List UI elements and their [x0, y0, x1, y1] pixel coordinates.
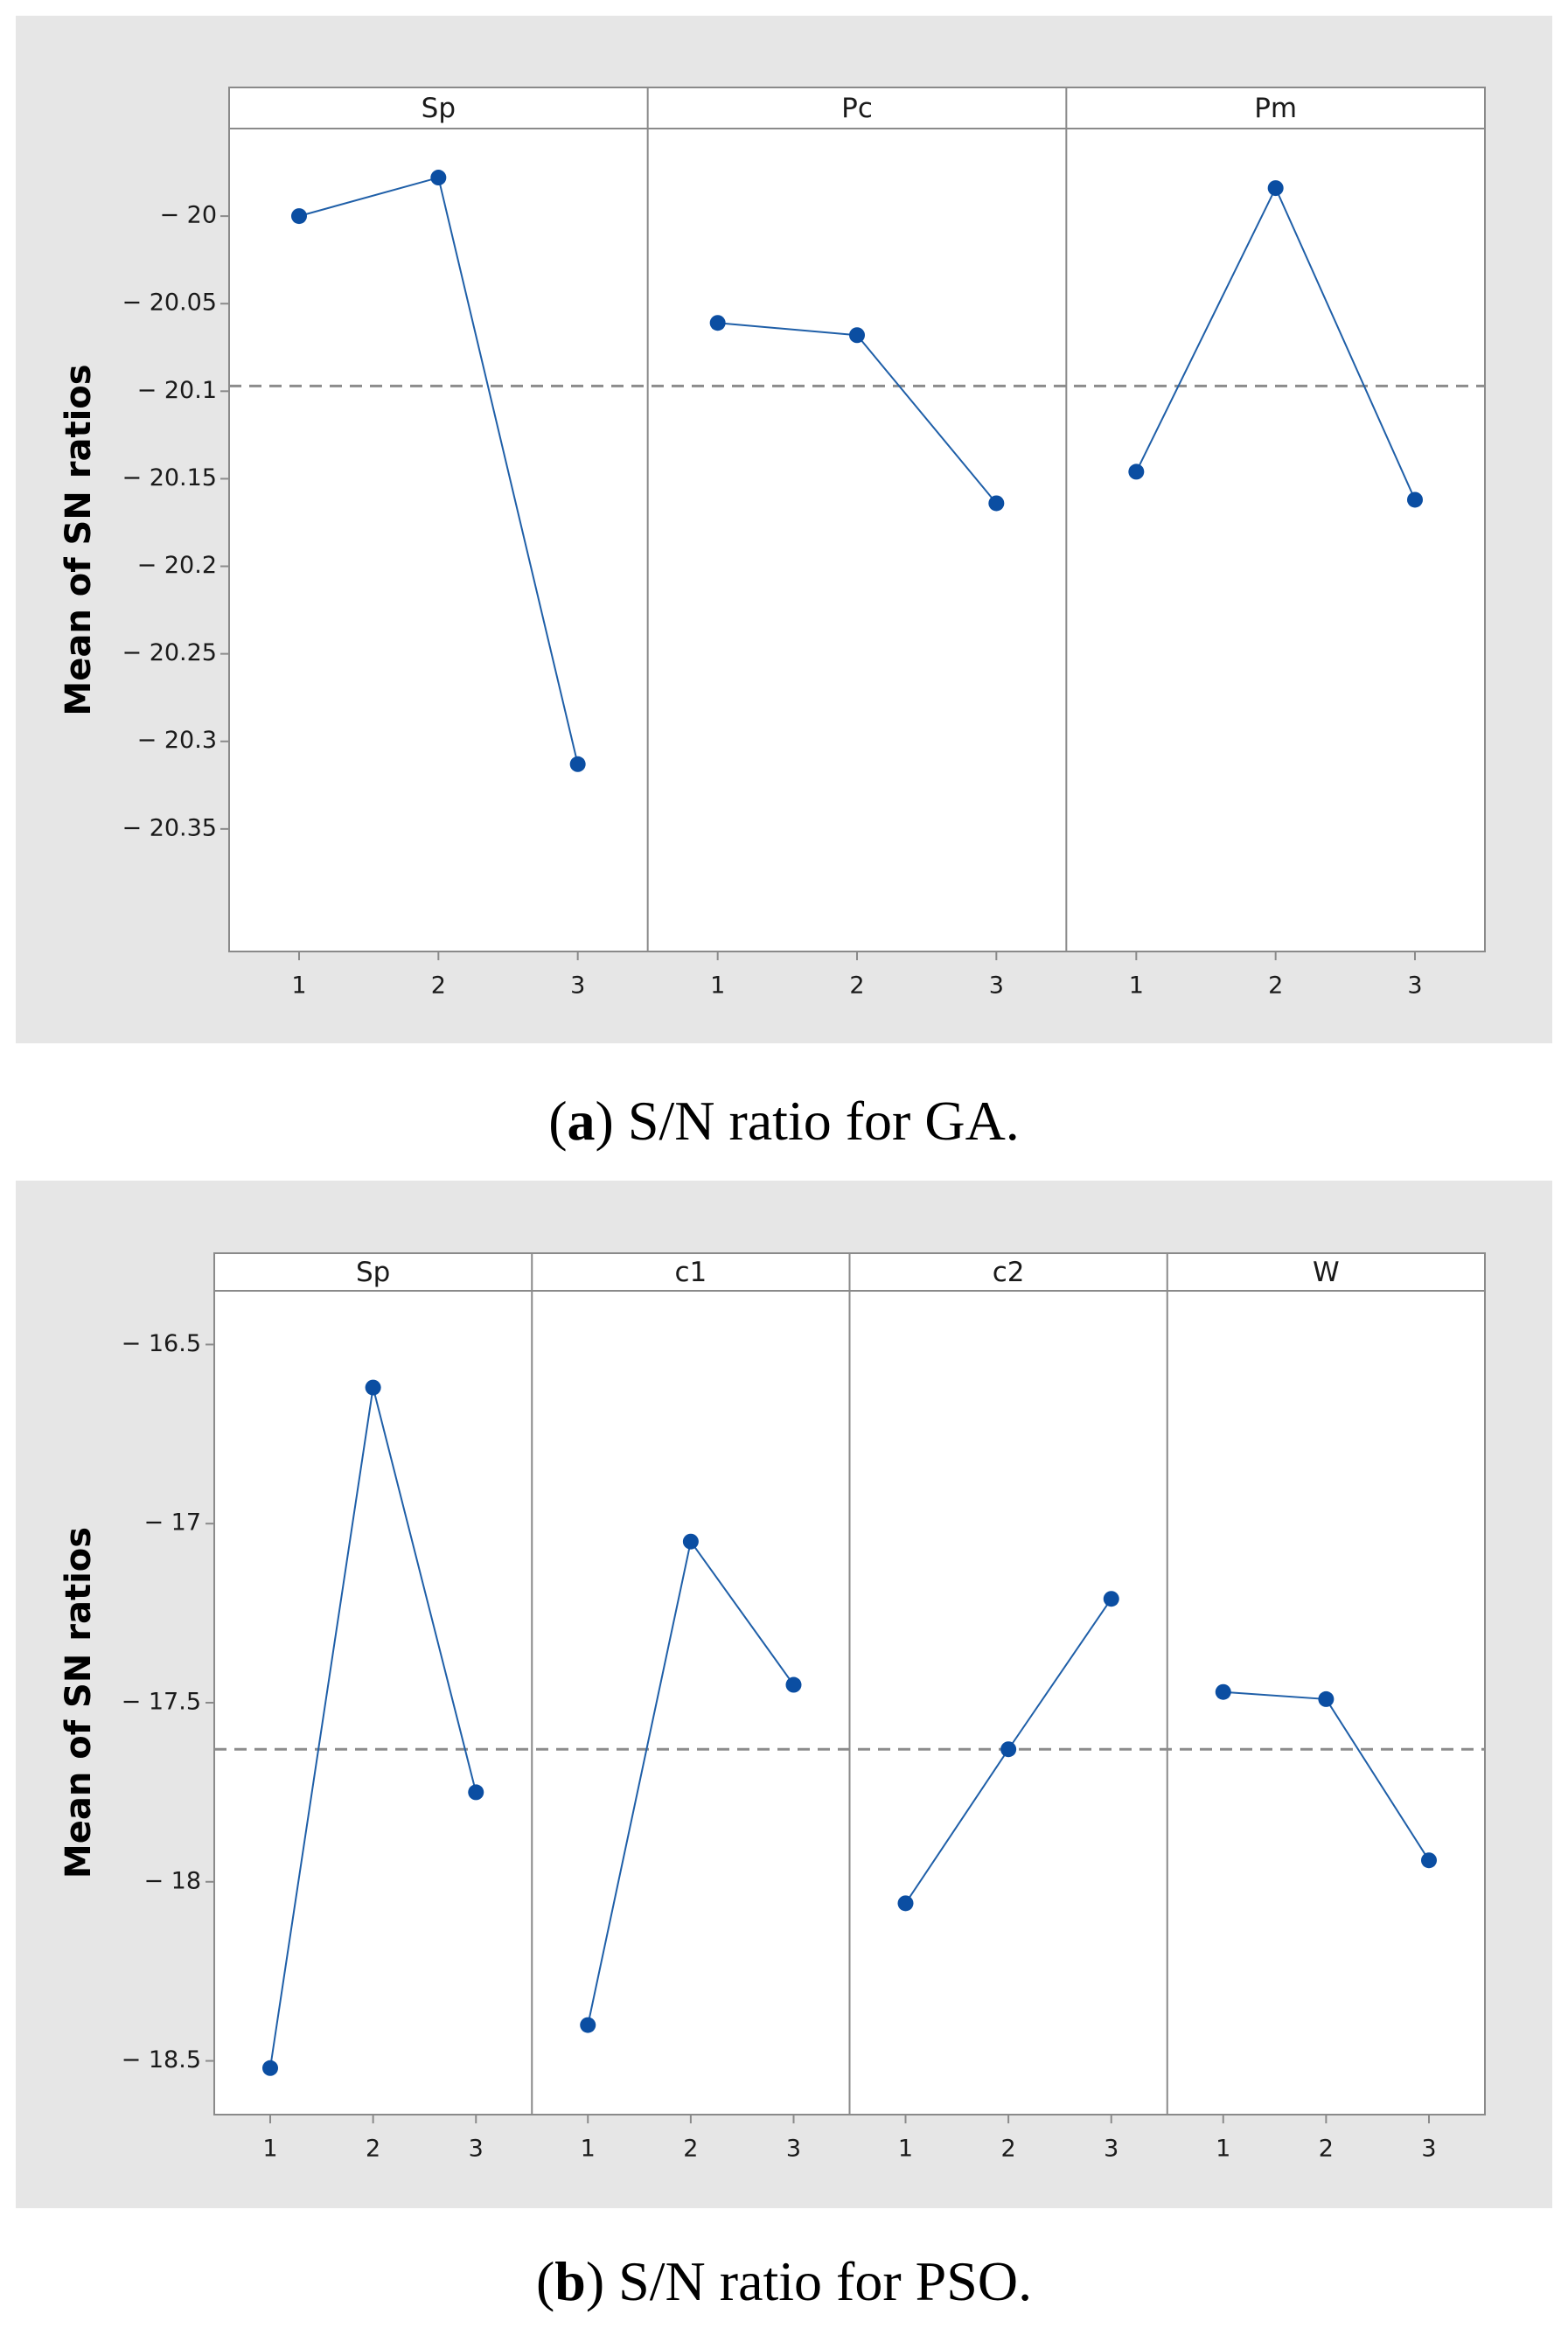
ga-data-point: [291, 208, 307, 225]
pso-panel-header-w: W: [1313, 1257, 1340, 1288]
ga-plot-area: [229, 87, 1485, 951]
ga-y-tick-label: − 20.2: [137, 552, 217, 579]
ga-y-axis-label: Mean of SN ratios: [59, 364, 99, 715]
caption-ga: (a) S/N ratio for GA.: [548, 1090, 1020, 1152]
ga-panel-header-pc: Pc: [841, 93, 873, 124]
caption-pso-text: ) S/N ratio for PSO.: [585, 2250, 1033, 2312]
pso-x-tick-label: 2: [1319, 2136, 1334, 2163]
ga-plot-frame: [228, 87, 1486, 952]
pso-panel-header-c1: c1: [674, 1257, 707, 1288]
ga-x-tick-label: 2: [431, 972, 446, 1000]
pso-x-tick-label: 1: [262, 2136, 277, 2163]
pso-data-point: [468, 1784, 484, 1801]
chart-pso-sn-ratio: Mean of SN ratios − 16.5 − 17 − 17.5 − 18 − 1…: [16, 1181, 1552, 2208]
ga-y-tick-label: − 20.1: [137, 377, 217, 404]
ga-data-point: [569, 756, 586, 772]
ga-x-tick-label: 1: [710, 972, 725, 1000]
pso-data-point: [1318, 1690, 1335, 1707]
pso-x-tick-label: 2: [683, 2136, 698, 2163]
ga-data-point: [849, 327, 865, 344]
pso-panel-header-c2: c2: [993, 1257, 1025, 1288]
pso-data-point: [1000, 1741, 1017, 1758]
pso-data-point: [365, 1379, 381, 1396]
pso-x-tick-label: 2: [1001, 2136, 1016, 2163]
ga-data-point: [1128, 464, 1145, 480]
pso-y-tick-label: − 18.5: [122, 2046, 201, 2074]
pso-x-tick-label: 3: [786, 2136, 801, 2163]
pso-x-tick-label: 1: [898, 2136, 913, 2163]
ga-data-point: [1267, 180, 1284, 197]
ga-x-tick-label: 1: [1129, 972, 1144, 1000]
caption-ga-label: a: [567, 1090, 596, 1152]
ga-y-tick-label: − 20.25: [122, 639, 217, 666]
ga-x-tick-label: 3: [570, 972, 585, 1000]
pso-data-point: [1421, 1852, 1437, 1869]
ga-x-tick-label: 3: [1407, 972, 1422, 1000]
pso-x-tick-label: 2: [366, 2136, 380, 2163]
pso-x-tick-label: 1: [581, 2136, 596, 2163]
pso-data-point: [897, 1895, 914, 1912]
ga-x-tick-label: 2: [1268, 972, 1283, 1000]
ga-y-tick-label: − 20.35: [122, 814, 217, 841]
ga-panel-header-sp: Sp: [422, 93, 456, 124]
ga-panel-header-pm: Pm: [1254, 93, 1297, 124]
pso-y-tick-label: − 16.5: [122, 1330, 201, 1357]
pso-data-point: [580, 2017, 596, 2033]
pso-y-tick-label: − 18: [143, 1867, 201, 1894]
caption-pso-label: b: [554, 2250, 586, 2312]
ga-y-tick-label: − 20.3: [137, 727, 217, 754]
caption-pso: (b) S/N ratio for PSO.: [535, 2250, 1033, 2312]
pso-y-tick-label: − 17: [143, 1509, 201, 1537]
pso-x-tick-label: 1: [1216, 2136, 1230, 2163]
pso-data-point: [682, 1533, 699, 1550]
pso-x-tick-label: 3: [1104, 2136, 1119, 2163]
ga-data-point: [1407, 491, 1423, 508]
pso-data-point: [1103, 1591, 1119, 1607]
ga-x-tick-label: 2: [849, 972, 864, 1000]
caption-ga-text: ) S/N ratio for GA.: [595, 1090, 1020, 1152]
pso-y-tick-label: − 17.5: [122, 1689, 201, 1716]
chart-ga-sn-ratio: Mean of SN ratios − 20 − 20.05 − 20.1 − 20.1…: [16, 16, 1552, 1043]
pso-x-tick-label: 3: [469, 2136, 484, 2163]
ga-x-tick-label: 3: [989, 972, 1004, 1000]
pso-x-tick-label: 3: [1421, 2136, 1436, 2163]
pso-panel-header-sp: Sp: [356, 1257, 390, 1288]
ga-x-tick-label: 1: [291, 972, 306, 1000]
ga-data-point: [988, 495, 1005, 512]
ga-y-tick-label: − 20.15: [122, 464, 217, 491]
ga-y-tick-label: − 20: [159, 202, 217, 229]
pso-data-point: [262, 2060, 278, 2076]
pso-plot-frame: [213, 1252, 1486, 2115]
ga-y-tick-label: − 20.05: [122, 289, 217, 317]
pso-data-point: [1215, 1683, 1231, 1700]
pso-y-axis-label: Mean of SN ratios: [59, 1527, 99, 1878]
ga-data-point: [709, 315, 726, 331]
ga-data-point: [430, 170, 447, 186]
pso-data-point: [785, 1676, 802, 1693]
